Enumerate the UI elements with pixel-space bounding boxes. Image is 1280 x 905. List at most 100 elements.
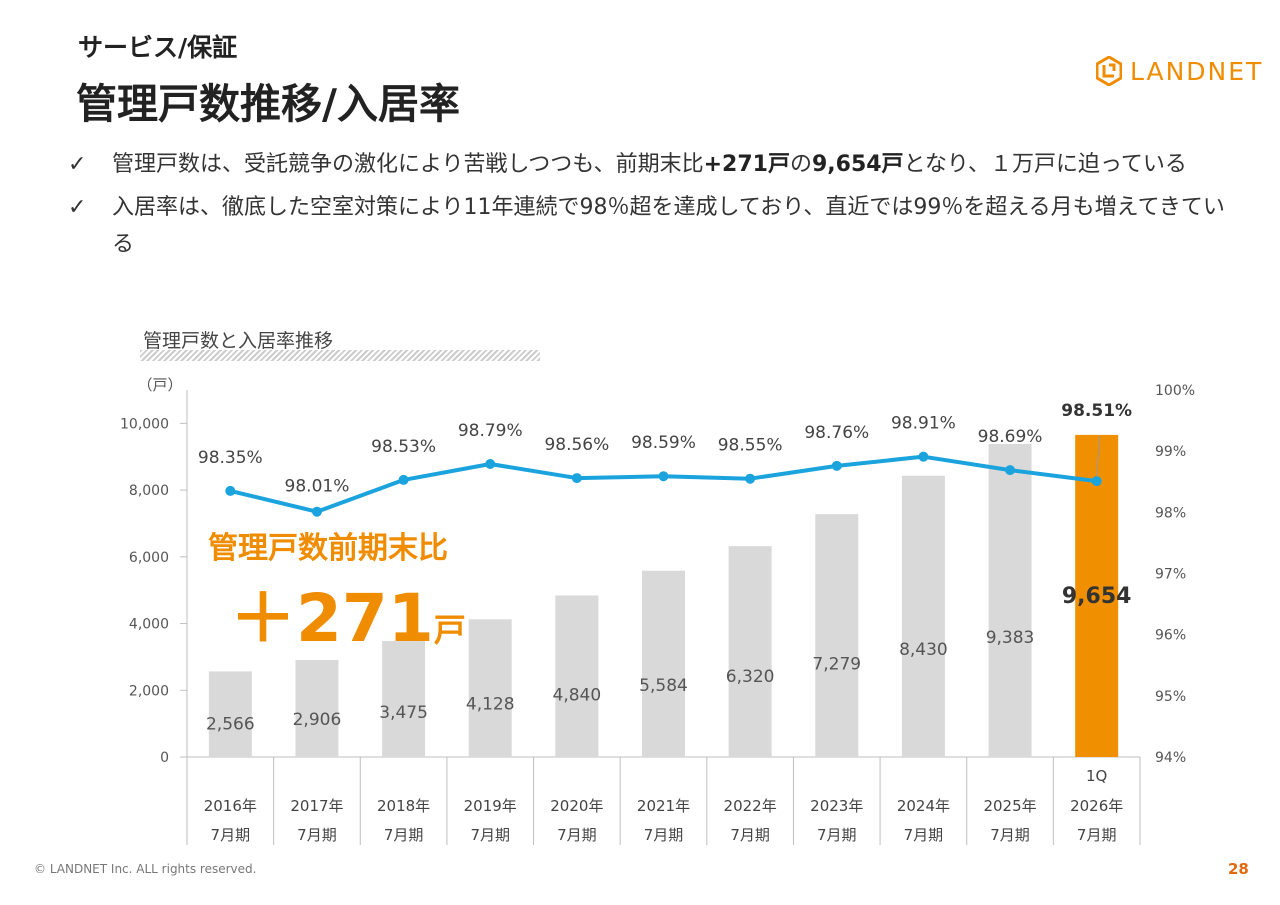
x-tick-label: 7月期 bbox=[297, 826, 337, 844]
callout-unit: 戸 bbox=[433, 611, 466, 649]
bullet-highlight: +271戸 bbox=[703, 152, 790, 177]
bar-value-label: 4,840 bbox=[553, 686, 602, 706]
bar bbox=[728, 546, 772, 757]
x-tick-label: 7月期 bbox=[1077, 826, 1117, 844]
logo-wordmark: LANDNET bbox=[1130, 56, 1264, 86]
left-axis-tick-label: 4,000 bbox=[129, 617, 169, 633]
x-tick-label: 2026年 bbox=[1070, 797, 1123, 815]
check-icon: ✓ bbox=[68, 152, 87, 177]
label-leader-line bbox=[1096, 435, 1101, 477]
occupancy-point bbox=[918, 451, 929, 462]
brand-logo: LANDNET bbox=[1096, 56, 1263, 86]
occupancy-value-label: 98.35% bbox=[198, 448, 263, 468]
occupancy-value-label: 98.59% bbox=[631, 433, 696, 453]
x-tick-label: 7月期 bbox=[644, 826, 684, 844]
left-axis-tick-label: 2,000 bbox=[129, 683, 169, 699]
bar-value-label: 9,654 bbox=[1062, 584, 1132, 609]
bullet-text: 管理戸数は、受託競争の激化により苦戦しつつも、前期末比+271戸の9,654戸と… bbox=[112, 146, 1228, 183]
x-tick-label: 2017年 bbox=[290, 797, 343, 815]
x-tick-label: 7月期 bbox=[904, 826, 944, 844]
occupancy-value-label: 98.69% bbox=[978, 427, 1043, 447]
x-tick-label: 2019年 bbox=[464, 797, 517, 815]
summary-bullets: ✓ 管理戸数は、受託競争の激化により苦戦しつつも、前期末比+271戸の9,654… bbox=[68, 146, 1228, 269]
bar bbox=[901, 475, 945, 757]
x-tick-label: 2023年 bbox=[810, 797, 863, 815]
occupancy-point bbox=[225, 485, 236, 496]
bar bbox=[815, 514, 859, 757]
x-tick-label: 2024年 bbox=[897, 797, 950, 815]
bar bbox=[1075, 434, 1119, 757]
x-tick-label: 7月期 bbox=[384, 826, 424, 844]
x-tick-label: 2016年 bbox=[204, 797, 257, 815]
check-icon: ✓ bbox=[68, 195, 87, 220]
occupancy-point bbox=[658, 471, 669, 482]
occupancy-point bbox=[831, 460, 842, 471]
occupancy-point bbox=[398, 474, 409, 485]
occupancy-value-label: 98.55% bbox=[718, 436, 783, 456]
occupancy-value-label: 98.56% bbox=[544, 435, 609, 455]
bullet-text: 入居率は、徹底した空室対策により11年連続で98％超を達成しており、直近では99… bbox=[112, 195, 1225, 257]
x-tick-label: 2018年 bbox=[377, 797, 430, 815]
bar-value-label: 3,475 bbox=[379, 703, 428, 723]
bar-value-label: 6,320 bbox=[726, 667, 775, 687]
right-axis-tick-label: 94% bbox=[1155, 750, 1186, 766]
chart-heading-underline bbox=[140, 350, 540, 361]
x-tick-label: 2025年 bbox=[983, 797, 1036, 815]
x-tick-label: 7月期 bbox=[470, 826, 510, 844]
x-tick-label: 2022年 bbox=[724, 797, 777, 815]
x-tick-label: 7月期 bbox=[817, 826, 857, 844]
left-axis-tick-label: 10,000 bbox=[120, 416, 169, 432]
occupancy-point bbox=[745, 473, 756, 484]
callout-title: 管理戸数前期末比 bbox=[208, 531, 448, 566]
occupancy-value-label: 98.76% bbox=[804, 423, 869, 443]
right-axis-tick-label: 95% bbox=[1155, 689, 1186, 705]
x-tick-label: 7月期 bbox=[211, 826, 251, 844]
chart-heading: 管理戸数と入居率推移 bbox=[143, 330, 334, 352]
bar bbox=[382, 641, 426, 757]
bar-value-label: 4,128 bbox=[466, 695, 515, 715]
bar bbox=[468, 619, 512, 757]
copyright: © LANDNET Inc. ALL rights reserved. bbox=[34, 862, 257, 876]
right-axis-tick-label: 96% bbox=[1155, 628, 1186, 644]
left-axis-tick-label: 6,000 bbox=[129, 550, 169, 566]
occupancy-value-label: 98.53% bbox=[371, 437, 436, 457]
right-axis-tick-label: 97% bbox=[1155, 567, 1186, 583]
occupancy-point bbox=[311, 506, 322, 517]
bar-value-label: 7,279 bbox=[812, 655, 861, 675]
bar-value-label: 2,566 bbox=[206, 714, 255, 734]
bullet-item: ✓ 入居率は、徹底した空室対策により11年連続で98％超を達成しており、直近では… bbox=[68, 189, 1228, 263]
landnet-logo-icon bbox=[1096, 56, 1122, 86]
occupancy-point bbox=[485, 459, 496, 470]
bullet-item: ✓ 管理戸数は、受託競争の激化により苦戦しつつも、前期末比+271戸の9,654… bbox=[68, 146, 1228, 183]
page-title: 管理戸数推移/入居率 bbox=[76, 80, 460, 128]
occupancy-point bbox=[571, 473, 582, 484]
x-tick-label: 1Q bbox=[1086, 767, 1107, 785]
right-axis-tick-label: 99% bbox=[1155, 444, 1186, 460]
occupancy-point bbox=[1091, 476, 1102, 487]
left-axis-unit: （戸） bbox=[137, 376, 182, 394]
bar bbox=[988, 443, 1032, 757]
x-tick-label: 7月期 bbox=[990, 826, 1030, 844]
bar-value-label: 9,383 bbox=[986, 628, 1035, 648]
x-tick-label: 2021年 bbox=[637, 797, 690, 815]
callout-number: ＋271 bbox=[230, 580, 434, 657]
bullet-text-part: となり、１万戸に迫っている bbox=[903, 152, 1187, 177]
right-axis-tick-label: 100% bbox=[1155, 383, 1195, 399]
occupancy-line bbox=[229, 454, 1097, 514]
bar bbox=[295, 660, 339, 757]
occupancy-point bbox=[1005, 465, 1016, 476]
bullet-highlight: 9,654戸 bbox=[811, 152, 904, 177]
occupancy-value-label: 98.01% bbox=[285, 477, 350, 497]
bar-value-label: 5,584 bbox=[639, 676, 688, 696]
x-tick-label: 2020年 bbox=[550, 797, 603, 815]
bar bbox=[208, 671, 252, 757]
x-tick-label: 7月期 bbox=[730, 826, 770, 844]
bullet-text-part: の bbox=[789, 152, 812, 177]
right-axis-tick-label: 98% bbox=[1155, 505, 1186, 521]
bar-value-label: 2,906 bbox=[293, 710, 342, 730]
bar bbox=[642, 570, 685, 757]
x-tick-label: 7月期 bbox=[557, 826, 597, 844]
callout-value: ＋271戸 bbox=[230, 565, 466, 661]
bar-value-label: 8,430 bbox=[899, 640, 948, 660]
